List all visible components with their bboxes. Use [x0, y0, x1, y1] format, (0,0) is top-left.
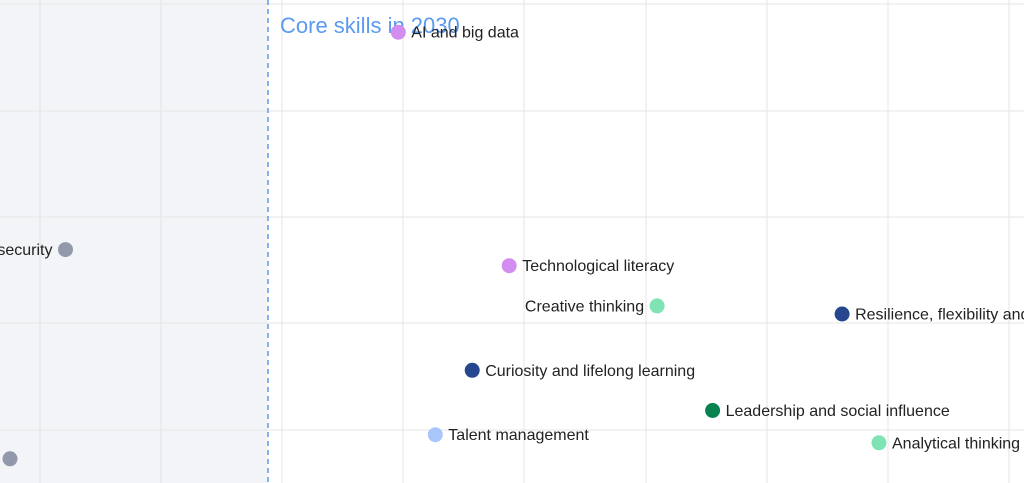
skill-point[interactable] — [2, 451, 18, 467]
skill-point[interactable] — [501, 258, 517, 274]
skill-point[interactable] — [871, 435, 887, 451]
skill-label: Leadership and social influence — [726, 403, 950, 420]
skill-point[interactable] — [58, 242, 73, 258]
skill-label: Technological literacy — [522, 258, 674, 275]
skill-label: Cybersecurity — [0, 242, 53, 259]
non-core-region — [0, 0, 268, 483]
skill-label: Creative thinking — [525, 298, 644, 315]
skill-label: Analytical thinking — [892, 435, 1020, 452]
skill-label: Curiosity and lifelong learning — [485, 363, 695, 380]
skill-point[interactable] — [464, 362, 480, 378]
skill-label: AI and big data — [411, 25, 519, 42]
points-layer: AI and big data Technological literacy Cre… — [0, 24, 1024, 467]
skill-point[interactable] — [834, 306, 850, 322]
chart-title: Core skills in 2030 — [280, 13, 460, 38]
skill-label: Resilience, flexibility and agility — [855, 307, 1024, 324]
skill-label: Talent management — [448, 427, 589, 444]
skill-point[interactable] — [390, 24, 406, 40]
skill-point[interactable] — [705, 403, 721, 418]
skill-point[interactable] — [649, 298, 665, 314]
skill-point[interactable] — [427, 427, 443, 443]
